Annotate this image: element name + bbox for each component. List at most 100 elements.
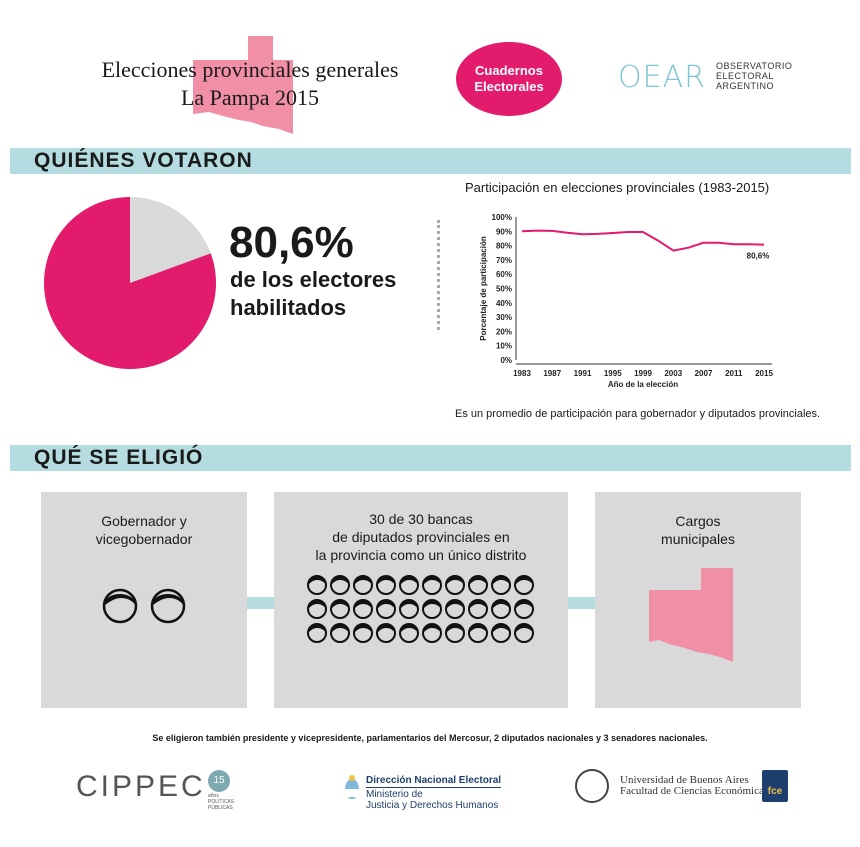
dotted-separator [437,220,440,330]
fce-logo: fce [762,770,788,802]
oear-line-1: OBSERVATORIO [716,61,793,71]
box-cargos-municipales: Cargos municipales [595,492,801,708]
deputy-head-icon [514,575,534,595]
box-gobernador: Gobernador y vicegobernador [41,492,247,708]
y-tick-label: 40% [496,299,512,308]
deputy-head-icon [422,599,442,619]
gobernador-icons [102,588,186,624]
badge-line-2: Electorales [474,79,544,94]
deputy-head-icon [422,575,442,595]
y-tick-label: 100% [492,213,512,222]
deputy-head-icon [422,623,442,643]
deputy-head-icon [376,599,396,619]
deputy-head-icon [514,623,534,643]
oear-text: OBSERVATORIO ELECTORAL ARGENTINO [716,61,792,91]
dne-line-3: Justicia y Derechos Humanos [366,800,499,811]
deputy-head-icon [330,575,350,595]
deputy-head-icon [468,599,488,619]
uba-line-1: Universidad de Buenos Aires [620,774,749,786]
deputy-head-icon [468,623,488,643]
deputy-head-icon [445,599,465,619]
chart-note: Es un promedio de participación para gob… [455,408,821,420]
oear-line-3: ARGENTINO [716,81,775,91]
cippec-15-badge: 15 [208,770,230,792]
x-axis-label: Año de la elección [608,380,678,389]
person-head-icon-1 [102,588,138,624]
participation-line-chart: 100% 90% 80% 70% 60% 50% 40% 30% 20% 10% 0%1983 198… [479,213,773,389]
chart-title: Participación en elecciones provinciales… [465,180,770,195]
deputy-head-icon [307,575,327,595]
deputy-head-icon [376,623,396,643]
section-title-quienes: QUIÉNES VOTARON [34,149,253,172]
x-tick-label: 2003 [664,369,682,378]
participation-description: de los electores habilitados [230,266,396,322]
footnote: Se eligieron también presidente y vicepr… [152,733,708,743]
x-tick-label: 2007 [695,369,713,378]
cippec-logo: CIPPEC [76,770,206,803]
deputy-head-icon [491,623,511,643]
person-head-icon-2 [150,588,186,624]
deputy-head-icon [353,599,373,619]
la-pampa-municipal-map-icon [649,568,733,662]
y-axis-label: Porcentaje de participación [479,236,488,341]
connector-1 [247,597,274,609]
section-bar-quienes [10,148,851,174]
title-line-2: La Pampa 2015 [180,85,320,110]
connector-2 [568,597,595,609]
participation-percent: 80,6% [229,218,354,267]
deputy-head-icon [399,599,419,619]
pie-participation-slice [44,197,217,369]
y-tick-label: 60% [496,270,512,279]
cippec-small-1: años [208,793,219,799]
participation-series-line [521,229,765,252]
deputy-head-icon [307,623,327,643]
box-diputados-label: 30 de 30 bancas de diputados provinciale… [274,510,568,564]
box3-line-1: Cargos [675,513,721,529]
oear-line-2: ELECTORAL [716,71,774,81]
deputy-head-icon [376,575,396,595]
cippec-small-3: PÚBLICAS [208,805,233,811]
y-tick-label: 30% [496,313,512,322]
deputy-head-icon [353,623,373,643]
section-title-que-se-eligio: QUÉ SE ELIGIÓ [34,446,204,469]
deputy-head-icon [399,575,419,595]
deputy-head-icon [445,575,465,595]
cuadernos-electorales-badge: Cuadernos Electorales [456,42,562,116]
box1-line-2: vicegobernador [95,531,193,547]
x-tick-label: 1987 [543,369,561,378]
box1-line-1: Gobernador y [101,513,187,529]
box2-line-3: la provincia como un único distrito [315,547,527,563]
y-tick-label: 20% [496,327,512,336]
dne-line-2: Ministerio de [366,789,423,800]
x-tick-label: 1999 [634,369,652,378]
la-pampa-map-icon [193,36,293,134]
x-tick-label: 1991 [574,369,592,378]
box-diputados: 30 de 30 bancas de diputados provinciale… [274,492,568,708]
section-bar-que-se-eligio [10,445,851,471]
argentina-shield-icon [345,775,359,799]
box3-line-2: municipales [661,531,735,547]
box2-line-2: de diputados provinciales en [332,529,510,545]
title-line-1: Elecciones provinciales generales [101,57,399,82]
x-tick-label: 1995 [604,369,622,378]
y-tick-label: 50% [496,285,512,294]
deputy-head-icon [307,599,327,619]
diputados-icons [307,575,534,643]
deputy-head-icon [330,623,350,643]
box-gobernador-label: Gobernador y vicegobernador [41,512,247,548]
uba-seal-icon [575,769,609,803]
badge-line-1: Cuadernos [475,63,543,78]
deputy-head-icon [491,599,511,619]
x-tick-label: 2011 [725,369,743,378]
deputy-head-icon [330,599,350,619]
box-cargos-label: Cargos municipales [595,512,801,548]
oear-logo: OEAR [618,60,706,95]
deputy-head-icon [399,623,419,643]
y-tick-label: 0% [500,356,512,365]
uba-logo: Universidad de Buenos Aires Facultad de … [620,775,768,797]
deputy-head-icon [353,575,373,595]
desc-line-2: habilitados [230,295,347,320]
x-tick-label: 1983 [513,369,531,378]
end-value-label: 80,6% [747,252,770,261]
x-tick-label: 2015 [755,369,773,378]
